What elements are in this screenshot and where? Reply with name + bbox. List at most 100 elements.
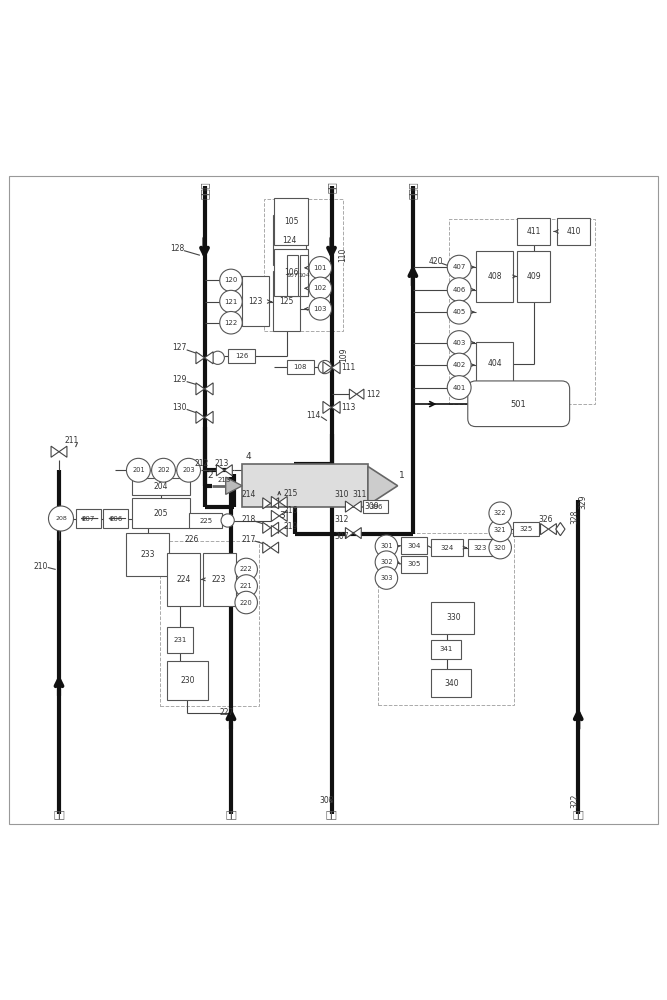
Polygon shape <box>263 542 271 553</box>
Text: 301: 301 <box>380 543 393 549</box>
Text: 121: 121 <box>224 299 237 305</box>
Bar <box>167 553 200 606</box>
Text: 氧气: 氧气 <box>325 809 338 819</box>
Bar <box>432 669 471 697</box>
Polygon shape <box>224 465 232 476</box>
Text: 208: 208 <box>55 516 67 521</box>
Text: 3: 3 <box>279 511 285 520</box>
Text: 230: 230 <box>180 676 195 685</box>
Bar <box>126 533 169 576</box>
Polygon shape <box>263 498 271 509</box>
Bar <box>432 640 461 659</box>
Text: 130: 130 <box>172 403 187 412</box>
Text: 125: 125 <box>279 297 293 306</box>
Text: 222: 222 <box>240 566 253 572</box>
Text: 308: 308 <box>319 796 334 805</box>
Bar <box>287 255 297 296</box>
Bar <box>160 541 259 706</box>
Text: 218: 218 <box>242 515 256 524</box>
Bar <box>242 276 269 326</box>
Polygon shape <box>59 446 67 457</box>
Polygon shape <box>357 389 364 399</box>
Bar <box>557 218 590 245</box>
Text: 305: 305 <box>408 561 421 567</box>
Text: 1: 1 <box>400 471 405 480</box>
Circle shape <box>448 376 471 399</box>
Text: 420: 420 <box>428 257 443 266</box>
Text: 合成气: 合成气 <box>408 181 418 199</box>
Polygon shape <box>346 528 354 539</box>
Text: 405: 405 <box>452 309 466 315</box>
Polygon shape <box>196 383 205 395</box>
Text: 330: 330 <box>446 613 460 622</box>
Text: 202: 202 <box>157 467 170 473</box>
Text: 103: 103 <box>313 306 327 312</box>
Text: 219: 219 <box>284 522 298 531</box>
Circle shape <box>375 535 398 558</box>
Text: 4: 4 <box>246 452 251 461</box>
Text: 225: 225 <box>199 518 212 524</box>
Polygon shape <box>205 411 213 423</box>
Text: 406: 406 <box>452 287 466 293</box>
Polygon shape <box>556 522 565 536</box>
Bar <box>203 553 235 606</box>
Text: 304: 304 <box>408 543 421 549</box>
Polygon shape <box>205 352 213 364</box>
Bar <box>189 513 222 528</box>
Text: 227: 227 <box>220 708 234 717</box>
Text: 216: 216 <box>284 506 298 515</box>
Bar <box>264 199 344 331</box>
Circle shape <box>489 536 512 559</box>
Text: 107: 107 <box>287 273 298 278</box>
Text: 402: 402 <box>452 362 466 368</box>
Text: 340: 340 <box>444 679 458 688</box>
Text: 325: 325 <box>520 526 533 532</box>
Text: 404: 404 <box>488 359 502 368</box>
Text: 氧气: 氧气 <box>327 181 337 193</box>
Circle shape <box>448 331 471 354</box>
Polygon shape <box>279 510 287 521</box>
Text: 氢气: 氢气 <box>572 809 584 819</box>
Text: 127: 127 <box>172 343 187 352</box>
Text: 310: 310 <box>334 490 349 499</box>
Bar <box>274 198 308 245</box>
Text: 210: 210 <box>33 562 48 571</box>
Bar <box>274 249 308 296</box>
Circle shape <box>309 257 331 279</box>
Text: 312: 312 <box>334 515 349 524</box>
Bar <box>450 219 595 404</box>
Bar <box>364 500 388 513</box>
Polygon shape <box>346 501 354 512</box>
Bar <box>432 602 474 634</box>
Text: 氧气: 氧气 <box>225 809 237 819</box>
Text: 料浆: 料浆 <box>53 809 65 819</box>
Text: 217: 217 <box>241 535 256 544</box>
Polygon shape <box>196 352 205 364</box>
Bar <box>132 478 190 495</box>
Text: 2: 2 <box>207 471 213 480</box>
Polygon shape <box>350 389 357 399</box>
Text: 105: 105 <box>284 217 298 226</box>
Text: 302: 302 <box>380 559 393 565</box>
Text: 401: 401 <box>452 385 466 391</box>
Text: 221: 221 <box>240 583 253 589</box>
Text: 407: 407 <box>452 264 466 270</box>
Text: 203: 203 <box>182 467 195 473</box>
Text: 320: 320 <box>494 545 506 551</box>
Circle shape <box>221 514 234 527</box>
Text: 408: 408 <box>488 272 502 281</box>
Circle shape <box>151 458 175 482</box>
Circle shape <box>489 502 512 524</box>
Circle shape <box>448 255 471 279</box>
Polygon shape <box>196 411 205 423</box>
Text: 206: 206 <box>109 516 123 522</box>
Circle shape <box>219 290 242 313</box>
Polygon shape <box>279 496 287 508</box>
Bar <box>167 661 208 700</box>
Bar <box>242 464 368 507</box>
Bar <box>514 522 538 536</box>
Text: 204: 204 <box>153 482 168 491</box>
Circle shape <box>375 551 398 573</box>
Text: 129: 129 <box>172 375 187 384</box>
Text: 322: 322 <box>494 510 506 516</box>
